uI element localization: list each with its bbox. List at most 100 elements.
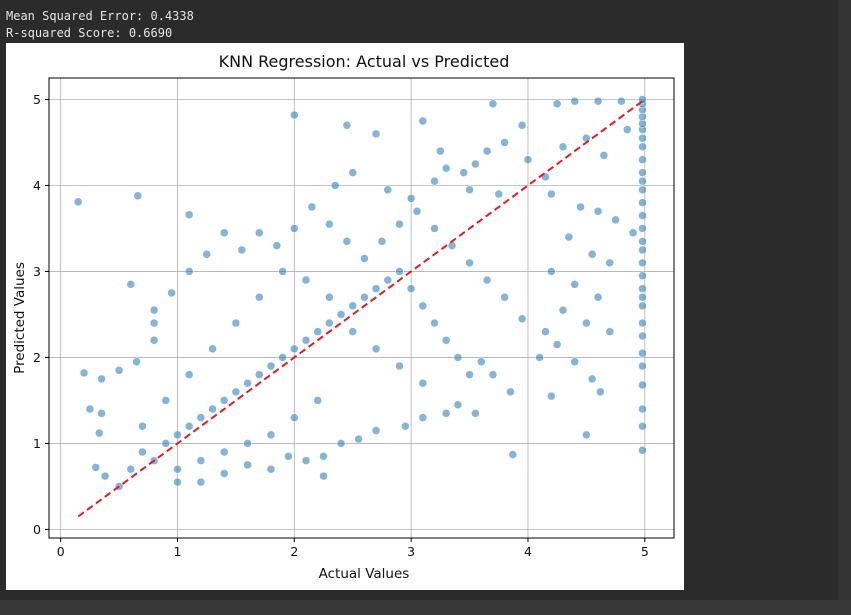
data-point — [638, 142, 647, 152]
bottom-panel-edge — [0, 600, 851, 615]
data-point — [638, 168, 647, 177]
mse-output-line: Mean Squared Error: 0.4338 — [6, 9, 194, 23]
data-point — [638, 293, 647, 302]
data-point — [348, 301, 357, 311]
data-point — [243, 439, 252, 448]
data-point — [611, 215, 620, 225]
data-point — [161, 439, 171, 448]
data-point — [587, 374, 597, 384]
data-point — [219, 447, 229, 457]
data-point — [623, 125, 632, 134]
x-axis-label: Actual Values — [319, 566, 410, 582]
data-point — [219, 469, 229, 478]
data-point — [301, 335, 311, 345]
data-point — [184, 421, 194, 431]
data-point — [418, 301, 428, 311]
data-point — [184, 370, 194, 379]
data-point — [284, 452, 293, 461]
ideal-fit-line — [77, 98, 646, 518]
data-point — [582, 318, 591, 328]
data-point — [219, 396, 229, 405]
data-point — [208, 344, 217, 354]
data-point — [547, 391, 556, 401]
data-point — [138, 421, 147, 431]
data-point — [488, 370, 498, 379]
data-point — [266, 361, 276, 371]
data-point — [558, 142, 568, 152]
x-axis-ticks: 0 1 2 3 4 5 — [57, 538, 649, 559]
data-point — [167, 288, 176, 298]
data-point — [430, 176, 439, 186]
data-point — [114, 366, 124, 375]
data-point — [500, 138, 509, 147]
data-point — [441, 164, 451, 173]
data-points — [73, 95, 647, 491]
data-point — [406, 194, 416, 203]
data-point — [319, 452, 328, 461]
data-point — [301, 275, 311, 285]
data-point — [395, 267, 404, 276]
data-point — [638, 133, 647, 143]
data-point — [149, 305, 159, 315]
data-point — [500, 293, 509, 302]
chart-title: KNN Regression: Actual vs Predicted — [219, 52, 510, 71]
data-point — [418, 413, 428, 422]
data-point — [436, 146, 445, 156]
data-point — [570, 280, 579, 289]
data-point — [100, 471, 110, 481]
data-point — [208, 404, 217, 414]
data-point — [94, 428, 104, 438]
data-point — [552, 99, 562, 109]
data-point — [593, 207, 603, 216]
data-point — [471, 159, 480, 169]
data-point — [638, 361, 647, 371]
data-point — [132, 357, 141, 366]
data-point — [73, 197, 83, 207]
data-point — [278, 267, 287, 276]
data-point — [371, 129, 381, 139]
scrollbar-track[interactable] — [838, 0, 851, 615]
data-point — [342, 237, 352, 246]
data-point — [494, 189, 504, 199]
scatter-chart: KNN Regression: Actual vs Predicted 0 1 2 3… — [12, 52, 675, 582]
data-point — [547, 267, 556, 276]
data-point — [313, 396, 322, 405]
data-point — [638, 348, 647, 358]
data-point — [401, 421, 410, 431]
data-point — [173, 477, 182, 487]
data-point — [196, 456, 206, 465]
data-point — [617, 96, 626, 106]
data-point — [255, 370, 264, 379]
data-point — [278, 353, 287, 362]
data-point — [219, 228, 229, 238]
x-tick-label: 2 — [290, 544, 298, 559]
data-point — [638, 245, 647, 255]
data-point — [638, 185, 647, 195]
data-point — [79, 368, 89, 378]
data-point — [599, 151, 609, 160]
x-tick-label: 5 — [641, 544, 649, 559]
data-point — [342, 121, 352, 130]
data-point — [395, 219, 404, 229]
data-point — [348, 327, 357, 336]
y-axis-ticks: 0 1 2 3 4 5 — [33, 92, 49, 537]
data-point — [138, 447, 147, 457]
data-point — [488, 99, 498, 109]
data-point — [638, 404, 647, 414]
data-point — [638, 176, 647, 186]
data-point — [638, 331, 647, 341]
data-point — [307, 202, 317, 212]
data-point — [336, 310, 346, 319]
data-point — [266, 430, 276, 440]
data-point — [184, 210, 194, 219]
data-point — [325, 318, 334, 328]
data-point — [395, 361, 404, 371]
x-tick-label: 4 — [524, 544, 532, 559]
axes-frame — [48, 77, 675, 539]
data-point — [161, 396, 171, 405]
data-point — [330, 181, 340, 190]
data-point — [453, 353, 463, 362]
data-point — [576, 202, 585, 212]
data-point — [290, 344, 299, 354]
data-point — [290, 110, 299, 120]
